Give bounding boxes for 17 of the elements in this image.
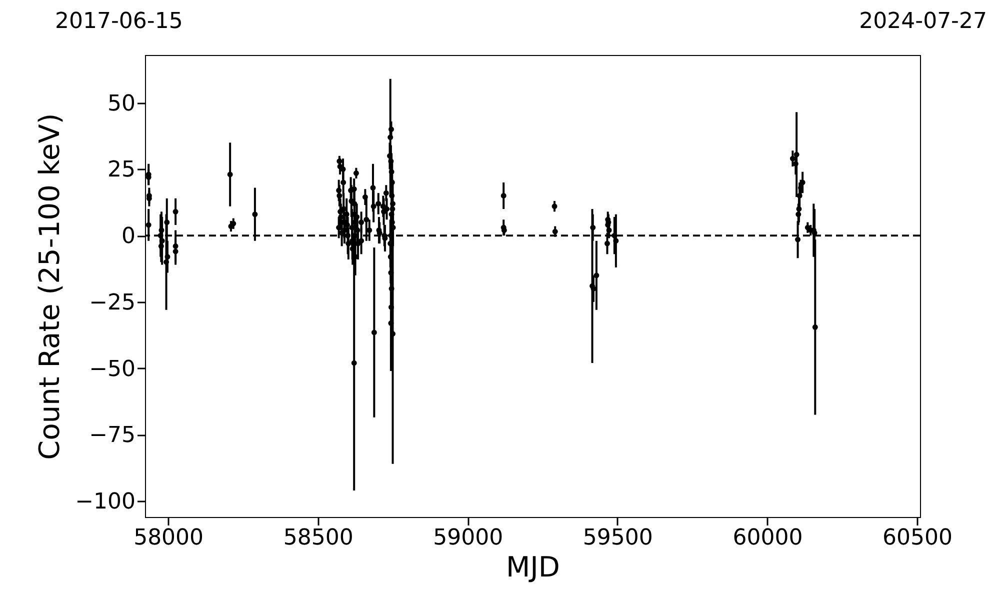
x-tick-label: 59000 — [433, 526, 504, 550]
y-tick-label: −25 — [89, 290, 136, 316]
y-tick-label: 25 — [108, 158, 136, 183]
text: 2024-07-27 — [859, 9, 987, 34]
x-tick-label: 58000 — [134, 526, 204, 550]
y-tick-label: −100 — [75, 490, 136, 515]
y-tick-label: −50 — [89, 356, 136, 382]
text: 2017-06-15 — [55, 9, 183, 34]
y-tick-label: −75 — [89, 423, 136, 448]
x-tick-label: 58500 — [283, 526, 354, 550]
x-tick-label: 60000 — [732, 526, 803, 550]
y-tick-label: 50 — [108, 91, 136, 116]
y-tick-label: 0 — [122, 224, 136, 250]
x-tick-label: 59500 — [582, 526, 653, 550]
x-axis-title: MJD — [506, 550, 560, 584]
x-tick-label: 60500 — [882, 526, 953, 550]
y-axis-title: Count Rate (25-100 keV) — [33, 113, 66, 460]
